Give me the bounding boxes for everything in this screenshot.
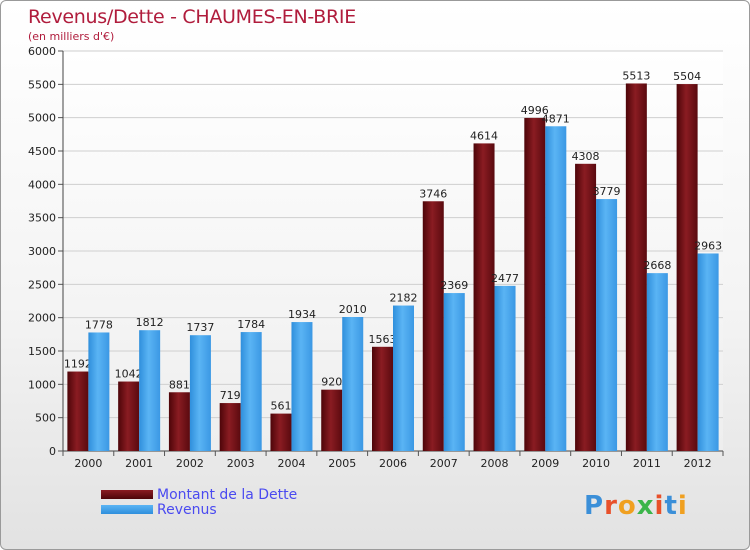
- data-label-revenus: 1737: [186, 321, 214, 334]
- data-label-dette: 4996: [521, 104, 549, 117]
- data-label-revenus: 2369: [440, 279, 468, 292]
- y-tick-label: 2000: [28, 312, 56, 325]
- legend: Montant de la Dette Revenus: [101, 486, 298, 518]
- data-label-dette: 1042: [115, 368, 143, 381]
- x-tick-label: 2005: [328, 457, 356, 470]
- logo-letter: i: [654, 491, 665, 521]
- bar-revenus: [189, 335, 211, 451]
- data-label-revenus: 1934: [288, 308, 316, 321]
- bar-dette: [270, 413, 292, 451]
- bar-dette: [67, 371, 89, 451]
- data-label-dette: 4614: [470, 129, 498, 142]
- x-tick-label: 2007: [430, 457, 458, 470]
- proxiti-logo: Proxiti: [584, 491, 688, 521]
- y-tick-label: 3000: [28, 245, 56, 258]
- data-label-revenus: 1778: [85, 318, 113, 331]
- bar-revenus: [494, 285, 516, 451]
- data-label-revenus: 4871: [542, 112, 570, 125]
- y-tick-label: 4000: [28, 178, 56, 191]
- bar-dette: [219, 403, 241, 451]
- logo-letter: o: [617, 491, 637, 521]
- bar-revenus: [443, 293, 465, 451]
- logo-letter: i: [677, 491, 688, 521]
- bar-revenus: [697, 253, 719, 451]
- data-label-dette: 5504: [673, 70, 701, 83]
- x-tick-label: 2009: [531, 457, 559, 470]
- bar-revenus: [393, 305, 414, 451]
- x-tick-label: 2006: [379, 457, 407, 470]
- y-tick-label: 4500: [28, 145, 56, 158]
- bar-revenus: [240, 332, 262, 451]
- bar-dette: [118, 381, 140, 451]
- y-tick-label: 5000: [28, 112, 56, 125]
- data-label-dette: 4308: [572, 150, 600, 163]
- x-tick-label: 2000: [74, 457, 102, 470]
- logo-letter: x: [636, 491, 655, 521]
- bar-dette: [168, 392, 190, 451]
- bar-revenus: [139, 330, 161, 451]
- x-tick-label: 2012: [684, 457, 712, 470]
- bar-revenus: [88, 332, 110, 451]
- legend-item-revenus: Revenus: [101, 501, 297, 518]
- chart-title: Revenus/Dette - CHAUMES-EN-BRIE: [28, 6, 356, 28]
- y-tick-label: 6000: [28, 45, 56, 58]
- x-tick-label: 2003: [227, 457, 255, 470]
- data-label-revenus: 3779: [593, 185, 621, 198]
- x-tick-label: 2004: [277, 457, 305, 470]
- bar-dette: [676, 84, 698, 452]
- data-label-dette: 881: [169, 378, 190, 391]
- y-tick-label: 5500: [28, 78, 56, 91]
- bar-revenus: [545, 126, 567, 452]
- y-tick-label: 2500: [28, 278, 56, 291]
- y-tick-label: 3500: [28, 212, 56, 225]
- data-label-revenus: 2668: [643, 259, 671, 272]
- x-tick-label: 2010: [582, 457, 610, 470]
- bar-dette: [321, 389, 343, 451]
- bar-dette: [422, 201, 444, 451]
- legend-swatch-dette: [101, 490, 153, 499]
- y-tick-label: 1500: [28, 345, 56, 358]
- bar-dette: [524, 117, 546, 451]
- data-label-dette: 719: [220, 389, 241, 402]
- legend-label-revenus: Revenus: [157, 501, 217, 518]
- data-label-dette: 3746: [419, 187, 447, 200]
- legend-label-dette: Montant de la Dette: [157, 486, 298, 503]
- data-label-dette: 561: [270, 400, 291, 413]
- x-tick-label: 2002: [176, 457, 204, 470]
- data-label-revenus: 1812: [136, 316, 164, 329]
- data-label-dette: 5513: [622, 69, 650, 82]
- legend-item-dette: Montant de la Dette: [101, 486, 298, 503]
- bar-dette: [372, 346, 393, 451]
- bar-revenus: [646, 273, 668, 451]
- data-label-dette: 1563: [369, 333, 397, 346]
- bar-dette: [625, 83, 647, 451]
- bar-revenus: [291, 322, 313, 451]
- bar-revenus: [596, 199, 618, 451]
- x-tick-label: 2001: [125, 457, 153, 470]
- y-tick-label: 0: [49, 445, 56, 458]
- bar-revenus: [342, 317, 364, 451]
- data-label-dette: 920: [321, 376, 342, 389]
- bar-dette: [575, 163, 597, 452]
- x-tick-label: 2008: [481, 457, 509, 470]
- x-tick-label: 2011: [633, 457, 661, 470]
- data-label-revenus: 2477: [491, 272, 519, 285]
- data-label-revenus: 1784: [237, 318, 265, 331]
- data-label-revenus: 2963: [694, 239, 722, 252]
- y-tick-label: 1000: [28, 378, 56, 391]
- bar-dette: [473, 143, 495, 451]
- chart-subtitle: (en milliers d'€): [28, 30, 115, 43]
- data-label-revenus: 2010: [339, 303, 367, 316]
- data-label-revenus: 2182: [390, 292, 418, 305]
- logo-letter: r: [604, 491, 618, 521]
- y-tick-label: 500: [35, 412, 56, 425]
- legend-swatch-revenus: [101, 505, 153, 514]
- logo-letter: t: [664, 491, 678, 521]
- data-label-dette: 1192: [64, 358, 92, 371]
- logo-letter: P: [584, 491, 605, 521]
